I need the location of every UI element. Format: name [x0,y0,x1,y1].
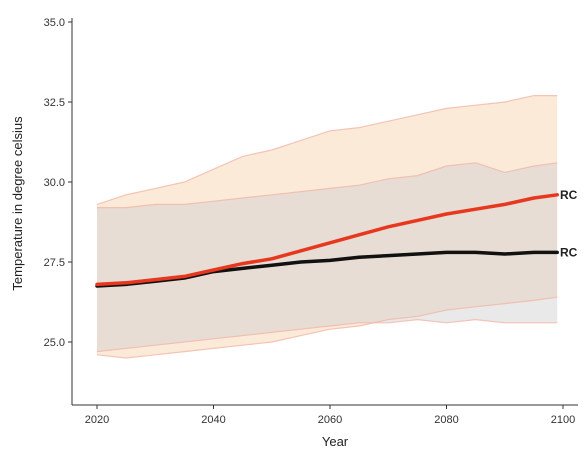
uncertainty-band [97,95,558,358]
x-tick-label: 2020 [85,414,109,426]
band-edge-line [96,296,558,359]
axes [71,18,578,406]
y-tick-label: 32.5 [44,97,65,109]
y-tick-label: 30.0 [44,177,65,189]
x-tick-label: 2080 [434,414,458,426]
band-edge-line [97,162,558,209]
y-axis-ticks: 25.0 27.5 30.0 32.5 35.0 [44,17,72,349]
x-axis-title: Year [322,434,349,449]
series-end-label: RC [560,245,578,259]
band-edge-line [96,95,558,205]
x-tick-label: 2100 [551,414,575,426]
uncertainty-bands [96,95,558,359]
series-lines [95,193,559,288]
y-tick-label: 35.0 [44,17,65,29]
series-end-label: RC [560,188,578,202]
band-edge-line [96,318,558,353]
x-tick-label: 2060 [318,414,342,426]
x-tick-label: 2040 [201,414,225,426]
uncertainty-band [97,162,558,352]
series-labels: RC RC [560,188,578,260]
series-line [95,193,559,287]
x-axis-ticks: 2020 2040 2060 2080 2100 [85,405,575,426]
y-tick-label: 25.0 [44,337,65,349]
y-tick-label: 27.5 [44,257,65,269]
y-axis-title: Temperature in degree celsius [10,116,25,291]
